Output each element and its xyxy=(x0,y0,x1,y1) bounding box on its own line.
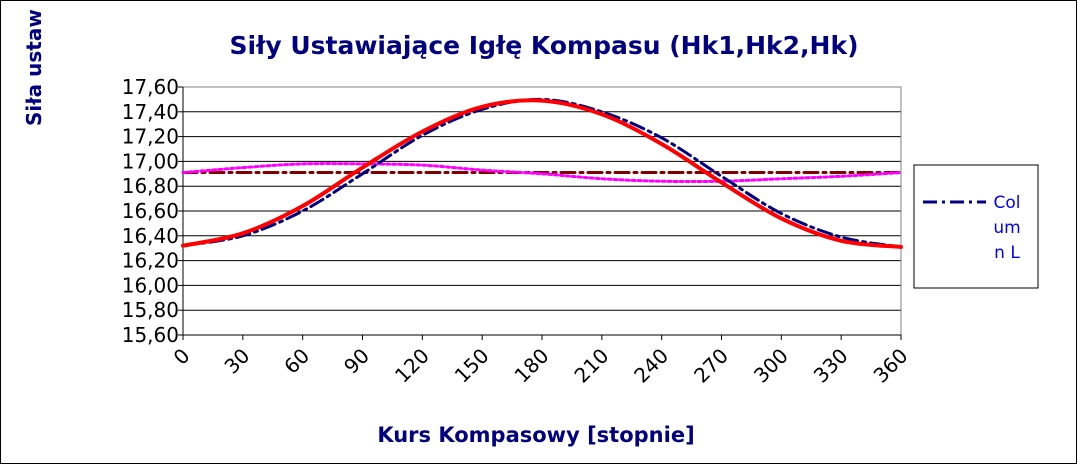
plot-area: 17,6017,4017,2017,0016,8016,6016,4016,20… xyxy=(122,75,913,388)
x-tick-label: 90 xyxy=(339,344,374,379)
x-tick-label: 270 xyxy=(689,344,733,388)
y-tick-label: 16,20 xyxy=(122,249,179,273)
y-tick-label: 17,20 xyxy=(122,125,179,149)
x-tick-label: 240 xyxy=(629,344,673,388)
y-tick-label: 16,80 xyxy=(122,174,179,198)
x-tick-label: 120 xyxy=(390,344,434,388)
y-axis-label: Siła ustaw xyxy=(22,9,46,126)
x-tick-label: 180 xyxy=(510,344,554,388)
x-tick-label: 30 xyxy=(219,344,254,379)
y-tick-label: 15,60 xyxy=(122,323,179,347)
x-tick-label: 60 xyxy=(279,344,314,379)
x-tick-label: 0 xyxy=(169,344,195,370)
x-axis-label: Kurs Kompasowy [stopnie] xyxy=(377,423,694,447)
x-tick-label: 360 xyxy=(869,344,913,388)
series-line-3 xyxy=(181,98,903,249)
y-tick-label: 17,40 xyxy=(122,100,179,124)
y-tick-label: 15,80 xyxy=(122,298,179,322)
legend: Col um n L xyxy=(913,164,1039,289)
y-tick-label: 16,00 xyxy=(122,273,179,297)
legend-label: Col um n L xyxy=(993,193,1020,263)
x-tick-label: 210 xyxy=(569,344,613,388)
y-tick-label: 17,00 xyxy=(122,149,179,173)
series-line-1 xyxy=(181,162,903,184)
y-tick-label: 16,60 xyxy=(122,199,179,223)
y-tick-label: 17,60 xyxy=(122,75,179,99)
x-tick-label: 150 xyxy=(450,344,494,388)
x-tick-label: 300 xyxy=(749,344,793,388)
chart-title: Siły Ustawiające Igłę Kompasu (Hk1,Hk2,H… xyxy=(229,31,858,60)
x-tick-label: 330 xyxy=(809,344,853,388)
y-tick-label: 16,40 xyxy=(122,224,179,248)
legend-box xyxy=(913,164,1039,289)
